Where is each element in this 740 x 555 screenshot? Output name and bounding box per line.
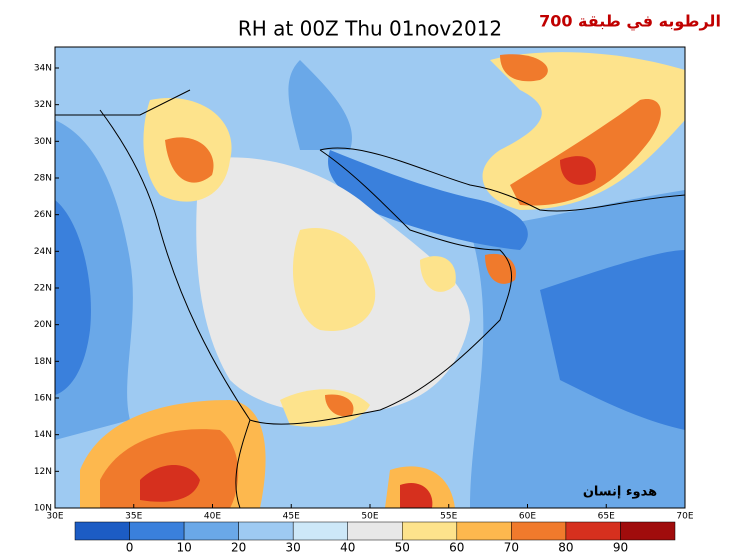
colorbar-box [129, 521, 185, 541]
lat-label: 22N [34, 284, 52, 294]
lat-label: 24N [34, 247, 52, 257]
lon-label: 65E [598, 512, 615, 522]
lon-label: 50E [361, 512, 378, 522]
lat-label: 18N [34, 357, 52, 367]
colorbar-label: 80 [558, 541, 573, 555]
lat-label: 26N [34, 210, 52, 220]
colorbar-label: 40 [340, 541, 355, 555]
lat-label: 10N [34, 504, 52, 514]
colorbar-box [238, 521, 294, 541]
colorbar-box [74, 521, 130, 541]
lon-label: 60E [519, 512, 536, 522]
colorbar-label: 30 [286, 541, 301, 555]
lat-label: 14N [34, 430, 52, 440]
lon-label: 45E [283, 512, 300, 522]
colorbar-label: 50 [395, 541, 410, 555]
lat-label: 20N [34, 320, 52, 330]
rh-field [55, 47, 685, 508]
colorbar: 0 10 20 30 40 50 60 70 80 90 [74, 521, 676, 555]
colorbar-box [456, 521, 512, 541]
lon-label: 35E [125, 512, 142, 522]
colorbar-label: 90 [613, 541, 628, 555]
lon-label: 70E [676, 512, 693, 522]
map-title: RH at 00Z Thu 01nov2012 [238, 17, 502, 41]
colorbar-box [292, 521, 348, 541]
lat-label: 34N [34, 64, 52, 74]
colorbar-box [565, 521, 621, 541]
colorbar-label: 10 [176, 541, 191, 555]
lon-label: 40E [204, 512, 221, 522]
lon-label: 30E [46, 512, 63, 522]
colorbar-label: 60 [449, 541, 464, 555]
colorbar-label: 0 [126, 541, 134, 555]
lat-label: 16N [34, 394, 52, 404]
colorbar-box [511, 521, 567, 541]
arabic-title: الرطوبه في طبقة 700 [539, 12, 721, 32]
credit: هدوء إنسان [583, 485, 657, 500]
lon-label: 55E [440, 512, 457, 522]
axis-ticks: 30E 35E 40E 45E 50E 55E 60E 65E 70E 10N 12N 14N 16N 1… [34, 64, 694, 522]
coastlines [55, 89, 685, 508]
lat-label: 30N [34, 137, 52, 147]
colorbar-box [183, 521, 239, 541]
lat-label: 12N [34, 467, 52, 477]
colorbar-box [347, 521, 403, 541]
lat-label: 32N [34, 100, 52, 110]
colorbar-box [620, 521, 676, 541]
colorbar-label: 20 [231, 541, 246, 555]
colorbar-box [402, 521, 458, 541]
lat-label: 28N [34, 174, 52, 184]
colorbar-label: 70 [504, 541, 519, 555]
